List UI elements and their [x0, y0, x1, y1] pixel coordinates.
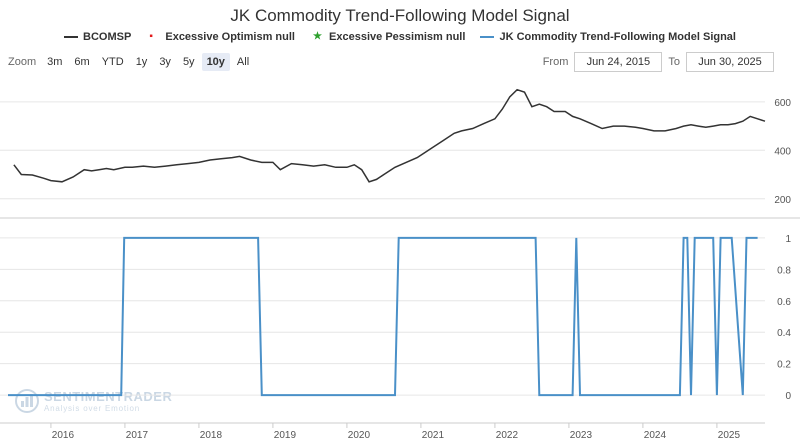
- zoom-3y-button[interactable]: 3y: [159, 56, 171, 68]
- range-to-input[interactable]: Jun 30, 2025: [686, 52, 774, 72]
- y-tick-label: 0.4: [777, 328, 791, 339]
- legend-item-model-signal[interactable]: JK Commodity Trend-Following Model Signa…: [480, 31, 736, 43]
- watermark-brand: SENTIMENTRADER: [44, 389, 173, 404]
- zoom-ytd-button[interactable]: YTD: [101, 56, 124, 68]
- zoom-1y-button[interactable]: 1y: [135, 56, 148, 68]
- legend-swatch-bcomsp: [64, 36, 79, 38]
- legend-label-pessimism: Excessive Pessimism null: [329, 31, 466, 43]
- x-tick-label: 2019: [274, 430, 297, 441]
- legend-swatch-pessimism: ★: [310, 32, 324, 42]
- legend-item-bcomsp[interactable]: BCOMSP: [64, 31, 131, 43]
- legend-item-excessive-pessimism[interactable]: ★ Excessive Pessimism null: [310, 31, 465, 43]
- legend-item-excessive-optimism[interactable]: ▪ Excessive Optimism null: [146, 31, 295, 43]
- watermark-logo-icon: [15, 389, 39, 413]
- legend-label-signal: JK Commodity Trend-Following Model Signa…: [499, 31, 736, 43]
- x-tick-label: 2023: [570, 430, 593, 441]
- y-tick-label: 0.6: [777, 297, 791, 308]
- range-to-label: To: [668, 56, 680, 68]
- x-tick-label: 2018: [200, 430, 223, 441]
- y-tick-label: 0.8: [777, 265, 791, 276]
- x-tick-label: 2025: [718, 430, 741, 441]
- zoom-bar: Zoom 3m 6m YTD 1y 3y 5y 10y All: [8, 53, 256, 71]
- square-marker-icon: ▪: [149, 31, 153, 42]
- x-tick-label: 2017: [126, 430, 149, 441]
- y-tick-label: 400: [774, 146, 791, 157]
- zoom-label: Zoom: [8, 56, 37, 68]
- zoom-10y-button[interactable]: 10y: [201, 53, 230, 71]
- watermark: SENTIMENTRADER Analysis over Emotion: [14, 388, 172, 414]
- zoom-all-button[interactable]: All: [236, 56, 250, 68]
- legend-label-optimism: Excessive Optimism null: [165, 31, 295, 43]
- legend: BCOMSP ▪ Excessive Optimism null ★ Exces…: [0, 29, 800, 43]
- star-marker-icon: ★: [313, 31, 323, 42]
- signal-series-line: [8, 236, 758, 397]
- watermark-tagline: Analysis over Emotion: [44, 404, 140, 413]
- y-tick-label: 600: [774, 98, 791, 109]
- y-tick-label: 0: [785, 391, 791, 402]
- zoom-3m-button[interactable]: 3m: [47, 56, 63, 68]
- zoom-5y-button[interactable]: 5y: [182, 56, 195, 68]
- x-tick-label: 2020: [348, 430, 371, 441]
- x-tick-label: 2021: [422, 430, 445, 441]
- legend-swatch-signal: [480, 36, 495, 38]
- legend-label-bcomsp: BCOMSP: [83, 31, 132, 43]
- y-tick-label: 0.2: [777, 360, 791, 371]
- range-from-input[interactable]: Jun 24, 2015: [574, 52, 663, 72]
- legend-swatch-optimism: ▪: [146, 32, 160, 42]
- y-tick-label: 1: [785, 234, 791, 245]
- date-range: From Jun 24, 2015 To Jun 30, 2025: [543, 52, 780, 72]
- zoom-6m-button[interactable]: 6m: [74, 56, 90, 68]
- x-tick-label: 2022: [496, 430, 519, 441]
- y-tick-label: 200: [774, 195, 791, 206]
- x-tick-label: 2016: [52, 430, 75, 441]
- range-from-label: From: [542, 56, 569, 68]
- bcomsp-series-line: [13, 88, 766, 183]
- x-tick-label: 2024: [644, 430, 667, 441]
- chart-title: JK Commodity Trend-Following Model Signa…: [230, 6, 570, 25]
